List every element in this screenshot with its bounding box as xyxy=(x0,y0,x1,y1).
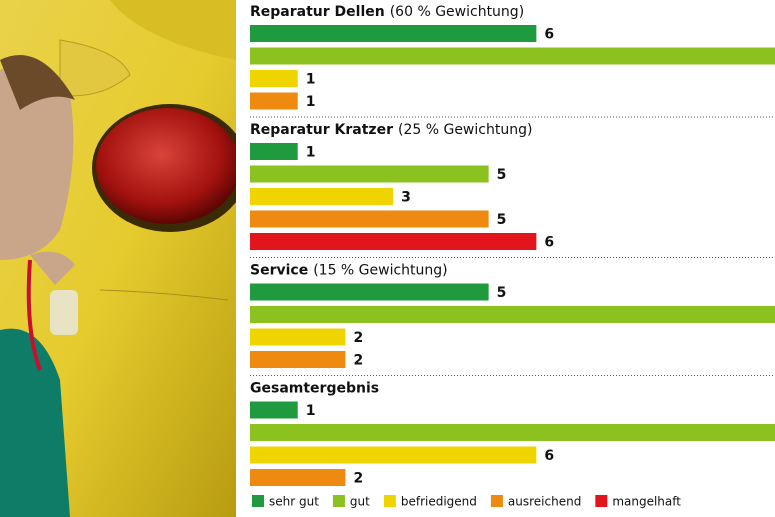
legend-label: befriedigend xyxy=(401,495,477,509)
panel-note: (25 % Gewichtung) xyxy=(398,122,532,138)
legend-label: mangelhaft xyxy=(612,495,681,509)
bar xyxy=(250,188,394,205)
value-label: 6 xyxy=(544,235,554,251)
legend-swatch xyxy=(252,495,264,507)
legend-swatch xyxy=(595,495,608,507)
value-label: 5 xyxy=(497,285,507,301)
bar xyxy=(250,92,298,110)
legend-label: gut xyxy=(350,495,370,509)
value-label: 1 xyxy=(306,403,316,419)
panel-title: Reparatur Kratzer xyxy=(250,122,393,138)
bar xyxy=(250,25,537,42)
bar xyxy=(250,424,775,441)
legend-swatch xyxy=(332,495,345,507)
value-label: 6 xyxy=(544,27,554,43)
legend-label: ausreichend xyxy=(508,495,581,509)
legend-label: sehr gut xyxy=(269,495,319,509)
value-label: 1 xyxy=(306,94,316,110)
value-label: 1 xyxy=(306,72,316,88)
bar xyxy=(250,469,346,486)
panel-note: (60 % Gewichtung) xyxy=(390,4,524,20)
panel-title: Gesamtergebnis xyxy=(250,381,379,397)
bar xyxy=(250,233,537,250)
value-label: 2 xyxy=(353,330,363,346)
panel-title: Reparatur Dellen xyxy=(250,4,385,20)
legend-swatch xyxy=(383,495,396,507)
value-label: 2 xyxy=(353,471,363,487)
bar xyxy=(250,328,346,346)
value-label: 2 xyxy=(353,353,363,369)
value-label: 3 xyxy=(401,190,411,206)
bar xyxy=(250,283,489,301)
bar xyxy=(250,306,775,323)
bar xyxy=(250,210,489,228)
panel-title: Service xyxy=(250,263,308,279)
bar xyxy=(250,351,346,368)
bar xyxy=(250,70,298,87)
photo xyxy=(0,0,236,517)
bar xyxy=(250,143,298,160)
value-label: 5 xyxy=(497,167,507,183)
bar xyxy=(250,446,537,464)
panel-note: (15 % Gewichtung) xyxy=(313,263,447,279)
value-label: 1 xyxy=(306,145,316,161)
value-label: 5 xyxy=(497,212,507,228)
bar xyxy=(250,401,298,419)
bar xyxy=(250,165,489,183)
value-label: 6 xyxy=(544,448,554,464)
legend-swatch xyxy=(490,495,503,507)
bar xyxy=(250,47,775,65)
